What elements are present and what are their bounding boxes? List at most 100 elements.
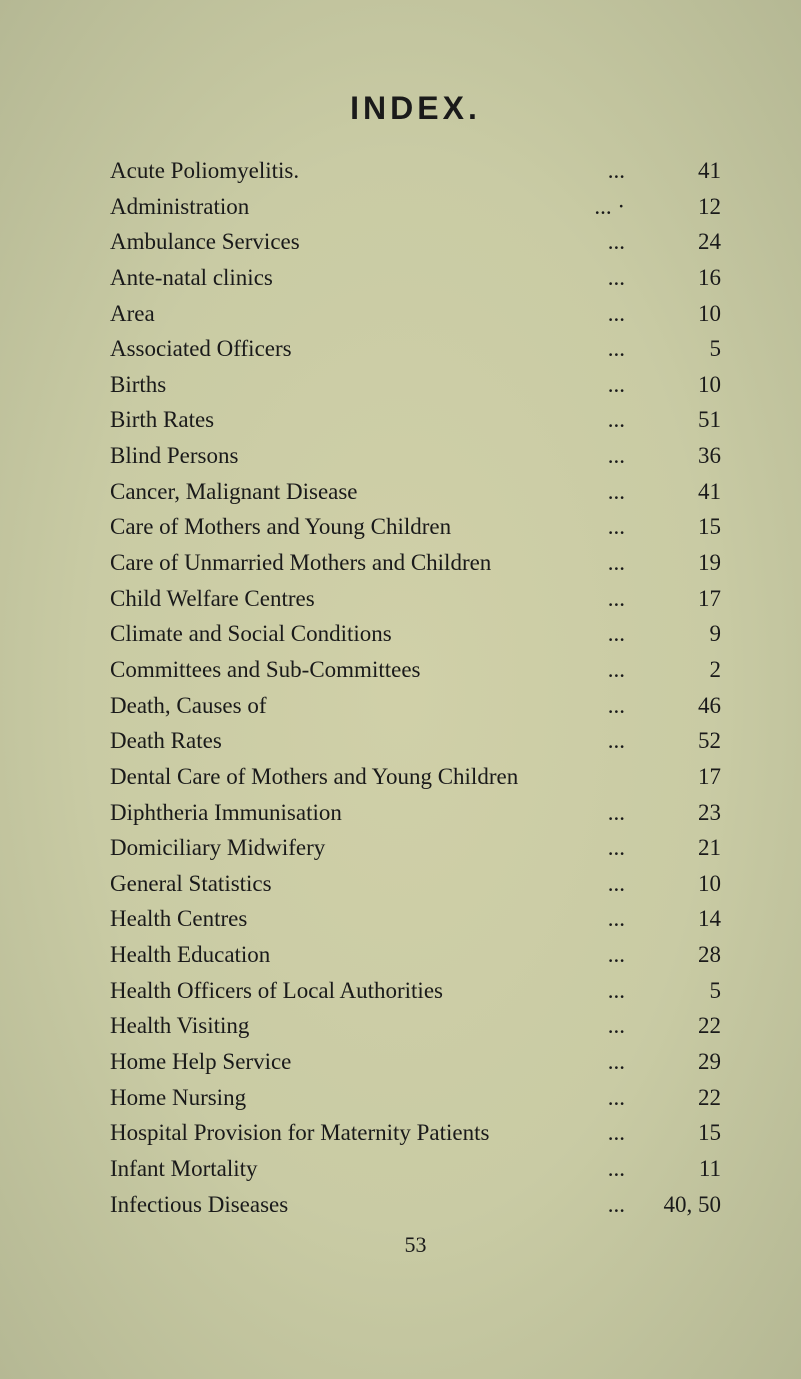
page: INDEX. Acute Poliomyelitis. ... 41 Admin… [0, 0, 801, 1379]
index-label: Health Officers of Local Authorities [110, 973, 443, 1009]
index-page: 51 [641, 402, 721, 438]
index-page: 9 [641, 616, 721, 652]
index-row: Death, Causes of ... 46 [110, 688, 721, 724]
index-page: 10 [641, 367, 721, 403]
index-row: Health Education ... 28 [110, 937, 721, 973]
index-page: 12 [641, 189, 721, 225]
index-row: Health Officers of Local Authorities ...… [110, 973, 721, 1009]
index-dots: ... [238, 438, 641, 474]
index-label: Blind Persons [110, 438, 238, 474]
index-label: Infectious Diseases [110, 1187, 288, 1223]
index-row: Ante-natal clinics ... 16 [110, 260, 721, 296]
index-label: Area [110, 296, 155, 332]
index-dots: ... [247, 901, 641, 937]
index-label: Births [110, 367, 166, 403]
index-row: Associated Officers ... 5 [110, 331, 721, 367]
index-dots: ... [451, 509, 641, 545]
index-row: Births ... 10 [110, 367, 721, 403]
index-label: Climate and Social Conditions [110, 616, 392, 652]
index-page: 19 [641, 545, 721, 581]
index-page: 41 [641, 474, 721, 510]
index-page: 36 [641, 438, 721, 474]
index-label: Domiciliary Midwifery [110, 830, 325, 866]
index-dots: ... [315, 581, 641, 617]
index-page: 22 [641, 1080, 721, 1116]
index-row: Blind Persons ... 36 [110, 438, 721, 474]
index-dots: ... [222, 723, 641, 759]
index-row: Health Visiting ... 22 [110, 1008, 721, 1044]
index-row: Infectious Diseases ... 40, 50 [110, 1187, 721, 1223]
index-row: Home Help Service ... 29 [110, 1044, 721, 1080]
index-page: 11 [641, 1151, 721, 1187]
index-page: 5 [641, 973, 721, 1009]
index-row: Diphtheria Immunisation ... 23 [110, 795, 721, 831]
index-label: Acute Poliomyelitis. [110, 153, 299, 189]
index-row: Care of Mothers and Young Children ... 1… [110, 509, 721, 545]
index-dots: ... [342, 795, 641, 831]
index-dots: ... [246, 1080, 641, 1116]
index-label: Care of Unmarried Mothers and Children [110, 545, 491, 581]
index-label: Death, Causes of [110, 688, 267, 724]
index-label: Death Rates [110, 723, 222, 759]
index-label: Home Nursing [110, 1080, 246, 1116]
index-dots: ... [155, 296, 641, 332]
index-dots: ... [291, 1044, 641, 1080]
index-row: Domiciliary Midwifery ... 21 [110, 830, 721, 866]
index-dots: ... [491, 545, 641, 581]
index-page: 41 [641, 153, 721, 189]
index-page: 10 [641, 866, 721, 902]
index-dots: ... [249, 1008, 641, 1044]
index-dots: ... [292, 331, 641, 367]
index-label: Birth Rates [110, 402, 214, 438]
index-row: Committees and Sub-Committees ... 2 [110, 652, 721, 688]
index-label: Home Help Service [110, 1044, 291, 1080]
index-label: Associated Officers [110, 331, 292, 367]
index-dots: ... [443, 973, 641, 1009]
index-dots: ... [214, 402, 641, 438]
index-dots: ... [300, 224, 641, 260]
index-row: Administration ... · 12 [110, 189, 721, 225]
index-page: 16 [641, 260, 721, 296]
index-page: 17 [641, 581, 721, 617]
index-page: 24 [641, 224, 721, 260]
index-label: Care of Mothers and Young Children [110, 509, 451, 545]
index-dots: ... [258, 1151, 641, 1187]
index-page: 22 [641, 1008, 721, 1044]
index-label: Ambulance Services [110, 224, 300, 260]
index-page: 23 [641, 795, 721, 831]
index-label: Committees and Sub-Committees [110, 652, 420, 688]
index-page: 46 [641, 688, 721, 724]
index-row: Cancer, Malignant Disease ... 41 [110, 474, 721, 510]
index-page: 40, 50 [641, 1187, 721, 1223]
index-page: 52 [641, 723, 721, 759]
index-dots: ... [166, 367, 641, 403]
page-number: 53 [110, 1232, 721, 1258]
index-dots: ... [267, 688, 642, 724]
index-label: Child Welfare Centres [110, 581, 315, 617]
index-page: 17 [641, 759, 721, 795]
index-dots: ... [392, 616, 641, 652]
index-dots: ... [273, 260, 641, 296]
index-page: 21 [641, 830, 721, 866]
index-dots: ... [272, 866, 641, 902]
index-label: Diphtheria Immunisation [110, 795, 342, 831]
index-page: 2 [641, 652, 721, 688]
index-page: 28 [641, 937, 721, 973]
index-row: Hospital Provision for Maternity Patient… [110, 1115, 721, 1151]
index-dots: ... [299, 153, 641, 189]
index-label: Dental Care of Mothers and Young Childre… [110, 759, 518, 795]
index-row: Care of Unmarried Mothers and Children .… [110, 545, 721, 581]
index-dots: ... [270, 937, 641, 973]
index-page: 14 [641, 901, 721, 937]
index-label: General Statistics [110, 866, 272, 902]
index-label: Hospital Provision for Maternity Patient… [110, 1115, 489, 1151]
index-row: General Statistics ... 10 [110, 866, 721, 902]
index-row: Infant Mortality ... 11 [110, 1151, 721, 1187]
index-label: Administration [110, 189, 249, 225]
index-row: Acute Poliomyelitis. ... 41 [110, 153, 721, 189]
index-row: Birth Rates ... 51 [110, 402, 721, 438]
index-row: Climate and Social Conditions ... 9 [110, 616, 721, 652]
index-label: Cancer, Malignant Disease [110, 474, 358, 510]
index-dots: ... [489, 1115, 641, 1151]
index-label: Health Education [110, 937, 270, 973]
